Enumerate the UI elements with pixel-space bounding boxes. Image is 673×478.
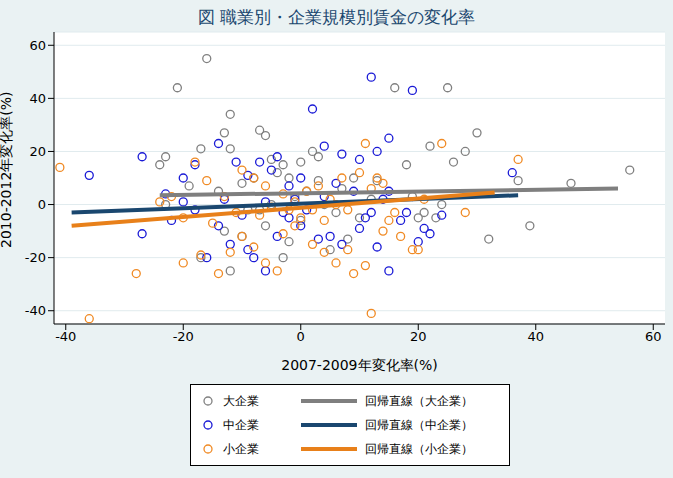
svg-text:40: 40 [29, 91, 46, 106]
html-text:回帰直線（大企業）: 回帰直線（大企業） [365, 393, 473, 408]
svg-text:0: 0 [38, 197, 46, 212]
svg-text:20: 20 [29, 144, 46, 159]
svg-text:40: 40 [527, 329, 544, 344]
html-text:図 職業別・企業規模別賃金の変化率: 図 職業別・企業規模別賃金の変化率 [197, 7, 476, 27]
html-text:小企業: 小企業 [223, 441, 259, 456]
svg-text:2007-2009年変化率(%): 2007-2009年変化率(%) [281, 357, 438, 373]
html-text:中企業: 中企業 [223, 417, 259, 432]
svg-text:-20: -20 [25, 250, 46, 265]
svg-text:20: 20 [410, 329, 427, 344]
html-text:大企業: 大企業 [223, 393, 259, 408]
svg-text:0: 0 [297, 329, 305, 344]
svg-text:-20: -20 [173, 329, 194, 344]
html-text:回帰直線（中企業）: 回帰直線（中企業） [365, 417, 473, 432]
svg-text:-40: -40 [25, 303, 46, 318]
svg-text:2010-2012年変化率(%): 2010-2012年変化率(%) [8, 91, 14, 248]
html-text:回帰直線（小企業）: 回帰直線（小企業） [365, 441, 473, 456]
svg-text:-40: -40 [55, 329, 76, 344]
svg-text:60: 60 [29, 38, 46, 53]
svg-text:60: 60 [645, 329, 662, 344]
